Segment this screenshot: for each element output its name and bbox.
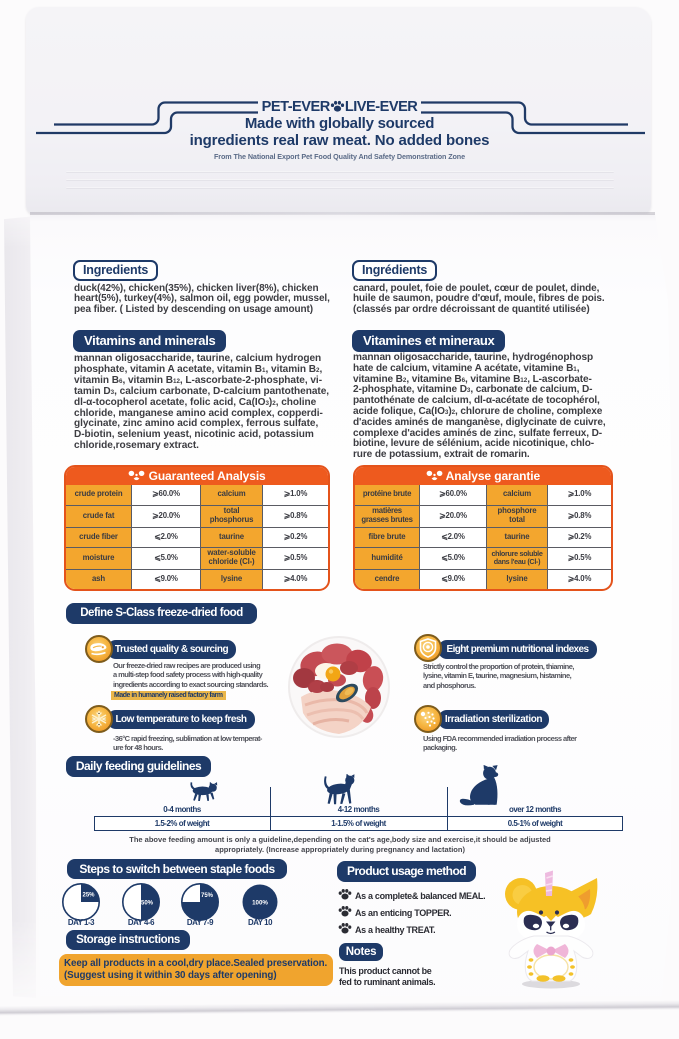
svg-text:100%: 100% bbox=[252, 900, 268, 907]
svg-text:25%: 25% bbox=[82, 893, 95, 899]
svg-text:50%: 50% bbox=[141, 901, 154, 907]
svg-text:75%: 75% bbox=[201, 893, 214, 899]
